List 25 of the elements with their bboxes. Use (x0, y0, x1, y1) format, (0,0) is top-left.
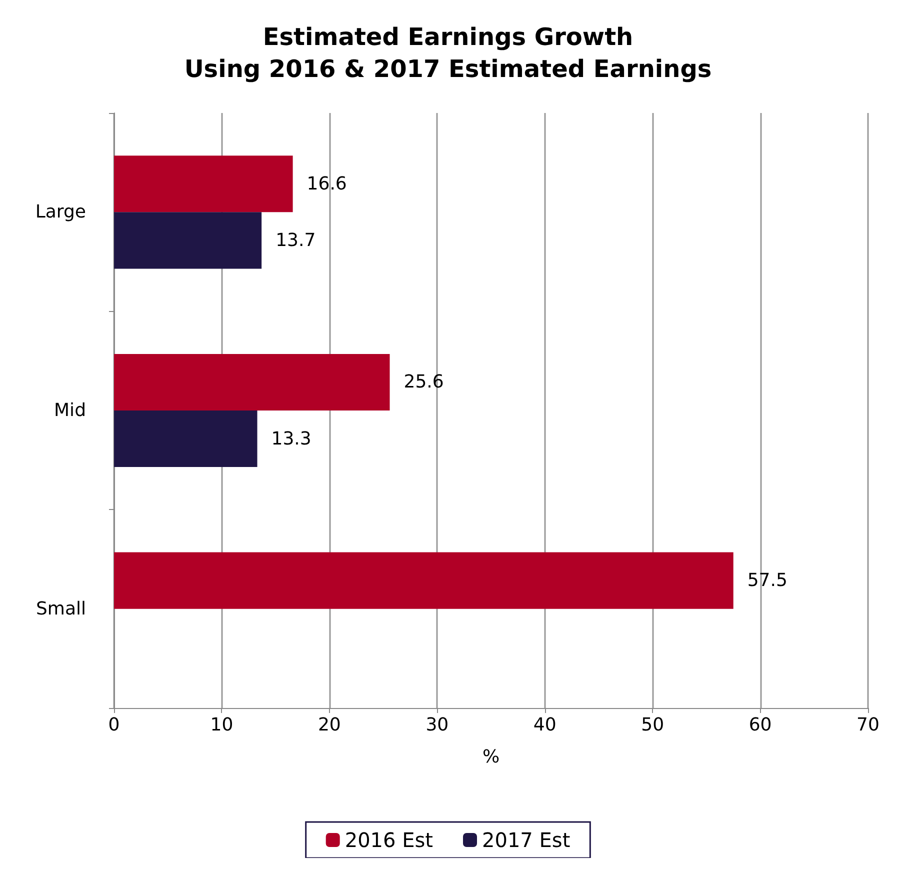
chart-title: Estimated Earnings Growth Using 2016 & 2017 Estimated Earnings (184, 23, 712, 83)
data-label: 25.6 (404, 372, 444, 393)
y-tick-label: Mid (54, 400, 86, 421)
bar (114, 552, 734, 609)
bar (114, 354, 390, 410)
y-tick-label: Small (36, 598, 86, 620)
x-tick-label: 40 (533, 714, 556, 736)
x-tick-label: 30 (426, 714, 449, 736)
x-tick-label: 50 (641, 714, 664, 736)
data-label: 16.6 (306, 173, 347, 194)
y-tick-label: Large (35, 202, 86, 223)
bar (114, 410, 258, 468)
x-tick-label: 70 (856, 714, 880, 736)
bar (114, 212, 262, 269)
data-label: 13.7 (276, 230, 316, 251)
x-tick-label: 20 (318, 714, 341, 736)
legend-label: 2017 Est (482, 828, 570, 852)
x-axis-title: % (482, 746, 500, 768)
bar (114, 156, 293, 212)
data-label: 13.3 (271, 428, 312, 450)
x-tick-label: 0 (108, 714, 120, 736)
data-label: 57.5 (747, 570, 788, 592)
x-tick-label: 60 (748, 714, 772, 736)
x-tick-label: 10 (210, 714, 234, 736)
legend-label: 2016 Est (344, 828, 434, 852)
